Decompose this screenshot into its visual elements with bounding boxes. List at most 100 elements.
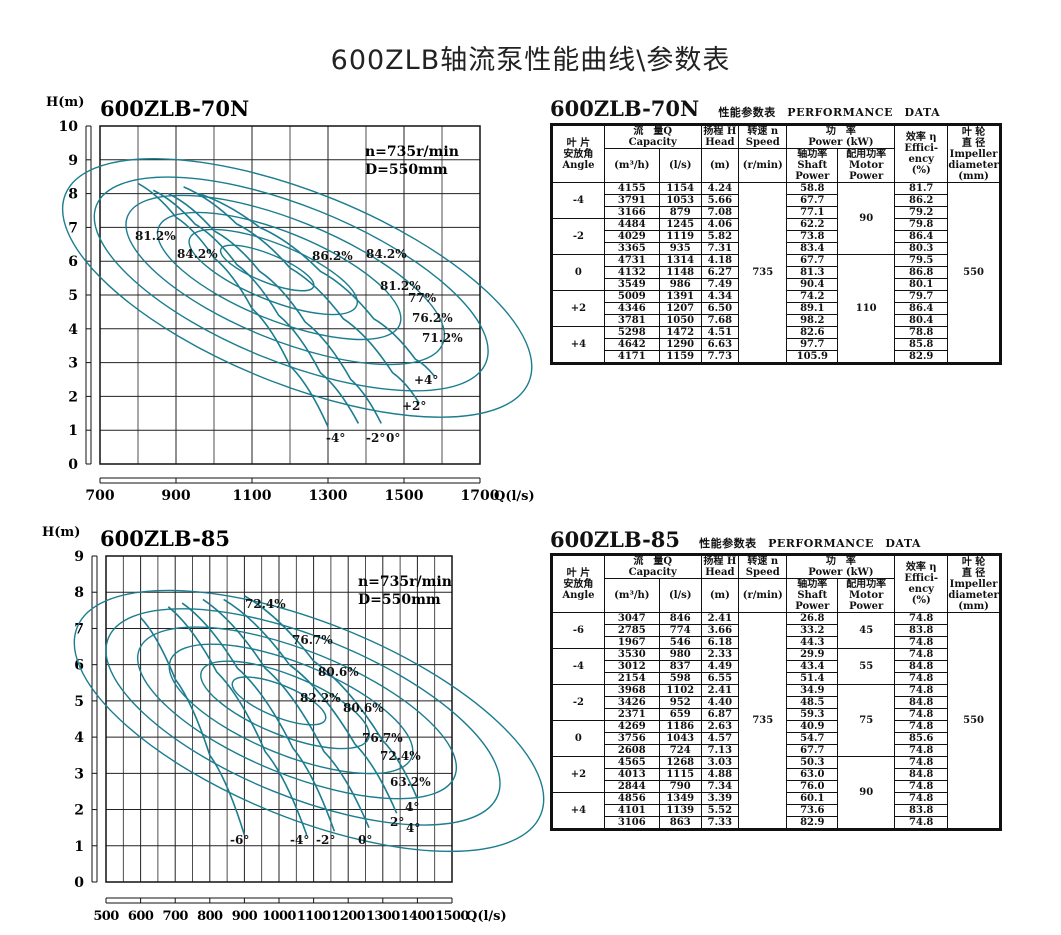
flow-ls-cell: 546 [658,636,702,649]
efficiency-contour [93,176,489,392]
performance-curve--2° [181,602,336,832]
efficiency-cell: 84.8 [894,696,949,709]
angle-cell: -2 [550,218,605,255]
efficiency-cell: 85.8 [894,338,949,351]
efficiency-cell: 79.8 [894,218,949,231]
header-text: diameter [948,589,999,601]
angle-cell: -6 [550,612,605,649]
head-cell: 4.57 [700,732,740,745]
flow-ls-cell: 1159 [658,350,702,364]
header-text: Impeller [949,578,998,590]
header-shaft-power: 轴功率 Shaft Power [786,578,839,613]
efficiency-cell: 74.8 [894,636,949,649]
table-row: 4171 1159 7.73 105.9 82.9 [552,350,1001,364]
header-speed-unit: (r/min) [738,578,788,613]
y-tick-label: 7 [74,621,84,637]
head-cell: 7.13 [700,744,740,757]
motor-power-cell: 110 [837,254,896,364]
header-head-unit: (m) [700,148,740,183]
flow-m3h-cell: 1967 [603,636,660,649]
efficiency-cell: 85.6 [894,732,949,745]
header-text: Power [849,171,884,182]
flow-ls-cell: 846 [658,612,702,625]
header-text: Angle [562,159,595,171]
table-row: 3426 952 4.40 48.5 84.8 [552,696,1001,709]
efficiency-cell: 74.8 [894,708,949,721]
flow-ls-cell: 1268 [658,756,702,769]
header-text: Capacity [628,137,677,148]
y-tick-label: 5 [74,694,84,710]
efficiency-label: 63.2% [390,775,431,789]
header-text: diameter [948,159,999,171]
speed-cell: 735 [738,612,788,830]
header-flow: 流 量Q Capacity [603,124,702,149]
efficiency-contour [188,228,359,316]
blade-angle-label: -6° [230,833,249,847]
flow-ls-cell: 1245 [658,218,702,231]
blade-angle-label: 4° [405,800,419,814]
table-row: 0 4731 1314 4.18 67.7 110 79.5 [550,254,1001,364]
flow-m3h-cell: 3968 [603,684,660,697]
head-cell: 3.39 [700,792,740,805]
motor-power-cell: 90 [837,756,896,830]
y-tick-label: 9 [74,549,84,565]
header-text: Effici- [904,573,939,584]
table-header-600zlb-85: 600ZLB-85 性能参数表 PERFORMANCE DATA [550,527,921,552]
shaft-power-cell: 89.1 [786,302,839,315]
flow-ls-cell: 1053 [658,194,702,207]
shaft-power-cell: 58.8 [786,182,839,195]
header-speed: 转速 n Speed [738,554,788,579]
flow-ls-cell: 1207 [658,302,702,315]
header-text: Speed [745,567,780,578]
head-cell: 4.24 [700,182,740,195]
efficiency-contour [156,211,402,341]
efficiency-contour [168,643,414,775]
efficiency-cell: 74.8 [894,720,949,733]
header-text: 扬程 H [703,126,737,137]
efficiency-contour [105,608,501,826]
y-tick-label: 2 [74,803,84,819]
head-cell: 6.87 [700,708,740,721]
table-subtitle: 性能参数表 PERFORMANCE DATA [699,537,921,550]
efficiency-cell: 86.8 [894,266,949,279]
flow-m3h-cell: 2785 [603,624,660,637]
y-tick-label: 4 [74,730,84,746]
efficiency-cell: 84.8 [894,660,949,673]
flow-ls-cell: 863 [658,816,702,830]
performance-curve-0° [168,192,382,424]
table-row: 4013 1115 4.88 63.0 84.8 [552,768,1001,781]
angle-cell: +4 [550,792,605,830]
efficiency-label: 76.2% [412,311,453,325]
table-row: 4101 1139 5.52 73.6 83.8 [552,804,1001,817]
shaft-power-cell: 54.7 [786,732,839,745]
efficiency-cell: 74.8 [894,744,949,757]
chart-title: 600ZLB-70N [100,96,249,121]
flow-m3h-cell: 3012 [603,660,660,673]
head-cell: 5.52 [700,804,740,817]
header-text: 流 量Q [633,556,673,567]
x-tick-label: 900 [232,909,258,924]
performance-curve-4° [244,595,419,800]
header-text: (mm) [958,600,989,612]
efficiency-label: 86.2% [312,249,353,263]
efficiency-cell: 74.8 [894,648,949,661]
efficiency-cell: 81.7 [894,182,949,195]
shaft-power-cell: 67.7 [786,744,839,757]
flow-ls-cell: 980 [658,648,702,661]
head-cell: 6.50 [700,302,740,315]
head-cell: 6.55 [700,672,740,685]
table-row: 3106 863 7.33 82.9 74.8 [552,816,1001,830]
shaft-power-cell: 90.4 [786,278,839,291]
efficiency-cell: 80.3 [894,242,949,255]
header-text: ency [908,584,934,595]
flow-m3h-cell: 2371 [603,708,660,721]
efficiency-cell: 79.7 [894,290,949,303]
shaft-power-cell: 98.2 [786,314,839,327]
shaft-power-cell: 82.9 [786,816,839,830]
head-cell: 3.03 [700,756,740,769]
flow-ls-cell: 659 [658,708,702,721]
shaft-power-cell: 73.6 [786,804,839,817]
flow-m3h-cell: 4101 [603,804,660,817]
efficiency-contour [231,676,327,726]
y-tick-label: 5 [68,288,78,304]
